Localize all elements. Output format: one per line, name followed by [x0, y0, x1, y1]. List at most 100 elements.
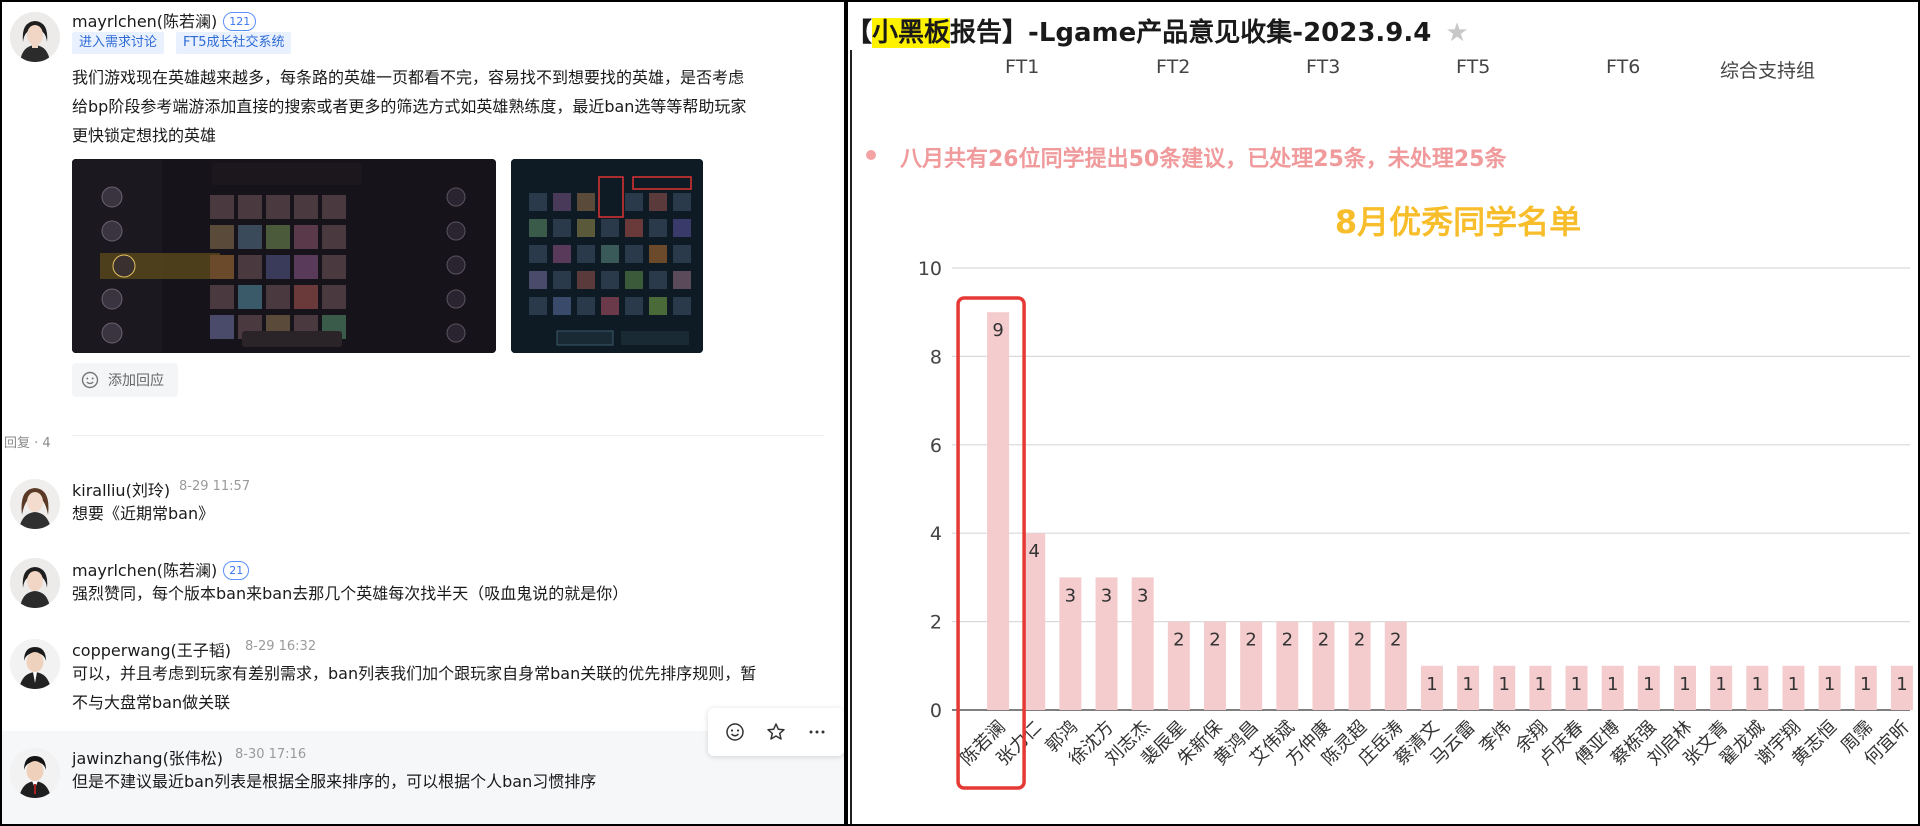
emoji-icon — [725, 723, 744, 741]
title-prefix: 【 — [848, 18, 873, 48]
team-tabs: FT1 FT2 FT3 FT5 FT6 综合支持组 — [848, 56, 1918, 84]
bar — [1674, 665, 1696, 710]
discussion-panel: mayrlchen(陈若澜) 121 进入需求讨论 FT5成长社交系统 我们游戏现… — [2, 2, 844, 824]
bar-value-label: 1 — [1860, 674, 1871, 695]
bar — [1420, 665, 1443, 710]
bar-value-label: 1 — [1462, 674, 1473, 695]
bar — [987, 312, 1010, 710]
favorite-button[interactable] — [761, 717, 791, 747]
post-line: 给bp阶段参考端游添加直接的搜索或者更多的筛选方式如英雄熟练度，最近ban选等等… — [72, 97, 747, 116]
summary-text: 八月共有26位同学提出50条建议，已处理25条，未处理25条 — [900, 147, 1507, 172]
bar-value-label: 2 — [1282, 630, 1293, 651]
bar — [1457, 665, 1480, 710]
bar — [1312, 621, 1335, 710]
title-rest: 报告】-Lgame产品意见收集-2023.9.4 — [950, 18, 1432, 48]
tab-ft5[interactable]: FT5 — [1456, 56, 1491, 78]
bar-value-label: 1 — [1679, 674, 1690, 695]
bar-value-label: 1 — [1535, 674, 1546, 695]
bar — [1240, 621, 1263, 710]
comment-line: 可以，并且考虑到玩家有差别需求，ban列表我们加个跟玩家自身常ban关联的优先排… — [72, 664, 757, 683]
tab-support-group[interactable]: 综合支持组 — [1720, 60, 1816, 82]
x-tick-label: 李炜 — [1475, 717, 1515, 757]
post-line: 更快锁定想找的英雄 — [72, 126, 217, 145]
avatar[interactable] — [10, 558, 60, 608]
more-button[interactable] — [802, 717, 832, 747]
comment-line: 不与大盘常ban做关联 — [72, 693, 231, 712]
bar — [1384, 621, 1407, 710]
comment-time: 8-29 11:57 — [179, 479, 251, 494]
bar — [1746, 665, 1769, 710]
bar — [1854, 665, 1877, 710]
tab-ft3[interactable]: FT3 — [1306, 56, 1341, 78]
bar — [1167, 621, 1190, 710]
react-button[interactable] — [720, 717, 750, 747]
comment-text: 但是不建议最近ban列表是根据全服来排序的，可以根据个人ban习惯排序 — [72, 772, 597, 791]
post-author-name[interactable]: mayrlchen(陈若澜) — [72, 12, 218, 31]
bar-value-label: 9 — [992, 320, 1003, 341]
tab-ft6[interactable]: FT6 — [1606, 56, 1641, 78]
tab-ft2[interactable]: FT2 — [1156, 56, 1191, 78]
bar — [1710, 665, 1733, 710]
bar — [1348, 621, 1371, 710]
comment-author[interactable]: copperwang(王子韬) — [72, 641, 231, 660]
more-dots-icon — [809, 730, 825, 734]
add-emoji-icon — [81, 371, 99, 389]
y-tick-label: 2 — [930, 612, 942, 634]
favorite-star-icon[interactable]: ★ — [1445, 18, 1469, 48]
bar-value-label: 1 — [1788, 674, 1799, 695]
tag-ft5-social-system[interactable]: FT5成长社交系统 — [176, 32, 292, 54]
y-tick-label: 8 — [930, 346, 942, 368]
champion-grid-screenshot[interactable] — [511, 159, 703, 353]
bar-value-label: 2 — [1354, 630, 1365, 651]
comment-action-toolbar — [708, 708, 844, 756]
comment-author[interactable]: kiralliu(刘玲) — [72, 481, 171, 500]
bar — [1131, 577, 1154, 710]
bar — [1637, 665, 1660, 710]
bar-value-label: 4 — [1029, 541, 1040, 562]
comment-text: 想要《近期常ban》 — [72, 504, 215, 523]
avatar[interactable] — [10, 12, 60, 62]
comment-text: 强烈赞同，每个版本ban来ban去那几个英雄每次找半天（吸血鬼说的就是你） — [72, 584, 629, 603]
bar-chart: 02468109陈若澜4张力仁3郭鸿3徐沈方3刘志杰2裴辰星2朱新保2黄鸿昌2艾… — [918, 258, 1913, 790]
report-panel: 【小黑板报告】-Lgame产品意见收集-2023.9.4 ★ FT1 FT2 FT… — [848, 2, 1918, 824]
tab-ft1[interactable]: FT1 — [1005, 56, 1040, 78]
bar — [1059, 577, 1082, 710]
reply-count: 回复 · 4 — [4, 436, 51, 451]
avatar[interactable] — [10, 479, 60, 529]
bar — [1782, 665, 1805, 710]
comment-author-name[interactable]: mayrlchen(陈若澜) — [72, 561, 218, 580]
level-badge: 21 — [223, 561, 250, 580]
champion-select-screenshot[interactable] — [72, 159, 496, 353]
bar-value-label: 1 — [1426, 674, 1437, 695]
add-reply-button[interactable]: 添加回应 — [72, 363, 178, 397]
bar-value-label: 1 — [1499, 674, 1510, 695]
bar-value-label: 1 — [1896, 674, 1907, 695]
bar-value-label: 1 — [1824, 674, 1835, 695]
avatar[interactable] — [10, 639, 60, 689]
bar-value-label: 2 — [1209, 630, 1220, 651]
bar-value-label: 2 — [1318, 630, 1329, 651]
bar-value-label: 3 — [1101, 585, 1112, 606]
comment-author[interactable]: jawinzhang(张伟松) — [72, 749, 224, 768]
bar — [1493, 665, 1516, 710]
bar-value-label: 1 — [1715, 674, 1726, 695]
star-icon — [767, 723, 785, 740]
bar — [1890, 665, 1913, 710]
bar — [1601, 665, 1624, 710]
add-reply-label: 添加回应 — [108, 373, 164, 389]
bar — [1818, 665, 1841, 710]
avatar[interactable] — [10, 748, 60, 798]
report-title: 【小黑板报告】-Lgame产品意见收集-2023.9.4 ★ — [848, 12, 1469, 49]
post-author[interactable]: mayrlchen(陈若澜) 121 — [72, 8, 257, 32]
bar — [1095, 577, 1118, 710]
bar-value-label: 3 — [1137, 585, 1148, 606]
comment-time: 8-29 16:32 — [245, 639, 317, 654]
tag-requirement-discussion[interactable]: 进入需求讨论 — [72, 32, 165, 54]
chart-title: 8月优秀同学名单 — [1334, 203, 1582, 241]
bar — [1565, 665, 1588, 710]
comment-author[interactable]: mayrlchen(陈若澜) 21 — [72, 557, 250, 581]
bar-value-label: 2 — [1173, 630, 1184, 651]
bar — [1529, 665, 1552, 710]
title-highlight: 小黑板 — [872, 18, 951, 48]
